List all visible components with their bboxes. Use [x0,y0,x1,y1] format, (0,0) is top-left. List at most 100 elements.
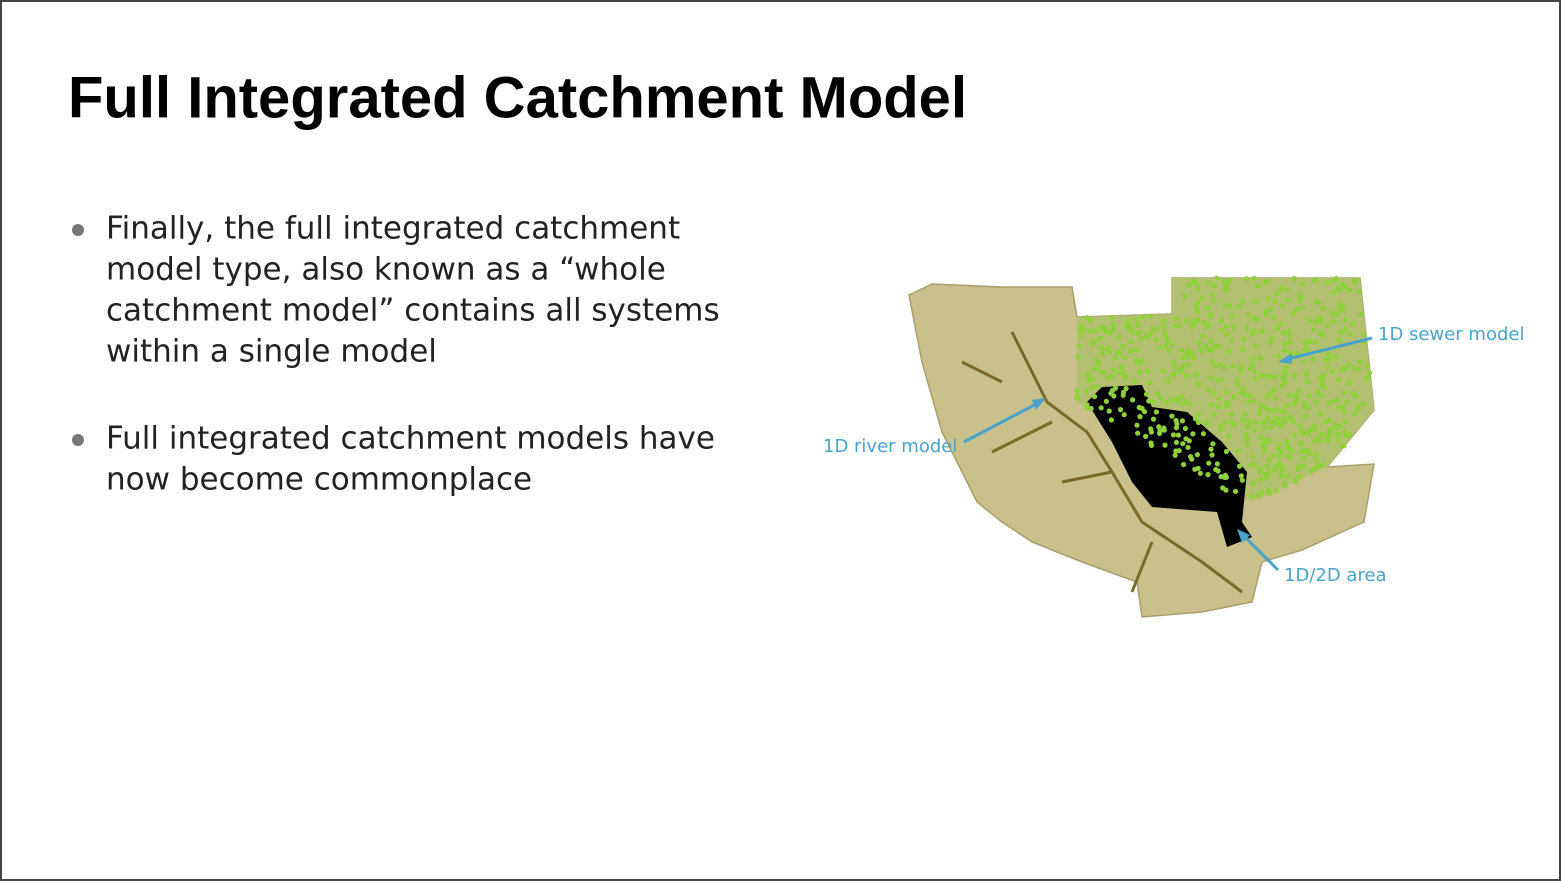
sewer-node [1105,375,1111,381]
sewer-node [1239,299,1245,305]
sewer-node [1243,276,1249,282]
sewer-node [1209,358,1215,364]
sewer-node [1287,339,1293,345]
sewer-node [1211,298,1218,304]
sewer-node [1075,354,1081,360]
sewer-node [1181,461,1187,468]
slide-title: Full Integrated Catchment Model [68,65,967,130]
sewer-node [1301,358,1307,364]
sewer-node [1282,410,1288,416]
sewer-node [1092,394,1098,400]
sewer-node [1250,356,1256,362]
sewer-node [1291,432,1297,438]
sewer-node [1195,465,1201,471]
sewer-node [1326,428,1332,435]
sewer-node [1174,397,1180,403]
sewer-node [1178,401,1184,407]
sewer-node [1161,329,1167,335]
sewer-node [1314,399,1320,405]
sewer-node [1244,325,1250,331]
sewer-node [1292,372,1298,378]
sewer-node [1165,377,1171,384]
sewer-node [1128,348,1134,354]
sewer-node [1198,296,1204,302]
sewer-node [1273,415,1279,421]
sewer-node [1310,356,1316,362]
sewer-node [1153,409,1159,415]
sewer-node [1204,324,1210,330]
sewer-node [1179,418,1185,424]
sewer-node [1297,474,1303,480]
sewer-node [1110,322,1117,328]
sewer-node [1259,328,1265,334]
sewer-node [1285,444,1291,450]
sewer-node [1333,425,1339,431]
sewer-node [1205,387,1211,393]
sewer-node [1235,382,1241,388]
sewer-node [1286,297,1292,303]
sewer-node [1204,418,1210,424]
sewer-node [1342,326,1349,332]
sewer-node [1212,364,1218,370]
sewer-node [1317,318,1323,324]
sewer-node [1074,388,1080,394]
sewer-node [1207,311,1214,317]
sewer-node [1351,365,1358,371]
sewer-node [1305,404,1311,410]
sewer-node [1290,418,1296,424]
sewer-node [1253,420,1259,426]
sewer-node [1133,357,1139,364]
sewer-node [1195,412,1201,418]
sewer-node [1273,395,1279,401]
sewer-node [1346,361,1352,367]
sewer-node [1252,462,1258,468]
sewer-node [1271,388,1277,394]
sewer-node [1312,339,1318,345]
sewer-node [1208,374,1214,381]
sewer-node [1337,287,1343,293]
sewer-node [1338,307,1344,313]
sewer-node [1311,277,1317,283]
sewer-node [1110,326,1116,332]
sewer-node [1296,463,1302,469]
sewer-node [1257,476,1263,482]
sewer-node [1195,300,1201,306]
sewer-node [1150,416,1157,422]
sewer-node [1180,354,1186,360]
sewer-node [1238,390,1244,396]
sewer-node [1224,331,1230,337]
sewer-node [1094,357,1100,363]
sewer-node [1265,279,1271,285]
sewer-node [1254,316,1260,322]
sewer-node [1356,366,1362,372]
sewer-node [1093,365,1099,371]
sewer-node [1349,321,1356,327]
sewer-node [1329,310,1335,316]
sewer-node [1146,398,1152,404]
sewer-node [1255,283,1261,289]
sewer-node [1094,383,1100,390]
sewer-node [1269,336,1275,342]
arrow [1240,532,1280,572]
sewer-node [1223,419,1229,426]
sewer-node [1177,368,1184,374]
sewer-node [1335,436,1341,442]
sewer-node [1208,446,1214,452]
sewer-node [1270,452,1276,459]
sewer-node [1098,324,1104,330]
sewer-node [1339,329,1345,335]
sewer-node [1218,327,1224,333]
sewer-node [1169,396,1175,402]
bullet-line: model type, also known as a “whole [106,252,666,288]
sewer-node [1189,350,1195,356]
sewer-node [1253,298,1259,304]
sewer-node [1357,359,1363,365]
sewer-node [1149,326,1155,332]
sewer-node [1324,322,1330,328]
sewer-node [1297,423,1303,429]
sewer-node [1300,400,1307,406]
sewer-node [1297,292,1303,299]
sewer-node [1291,401,1297,407]
sewer-node [1342,418,1348,424]
sewer-node [1330,369,1336,375]
